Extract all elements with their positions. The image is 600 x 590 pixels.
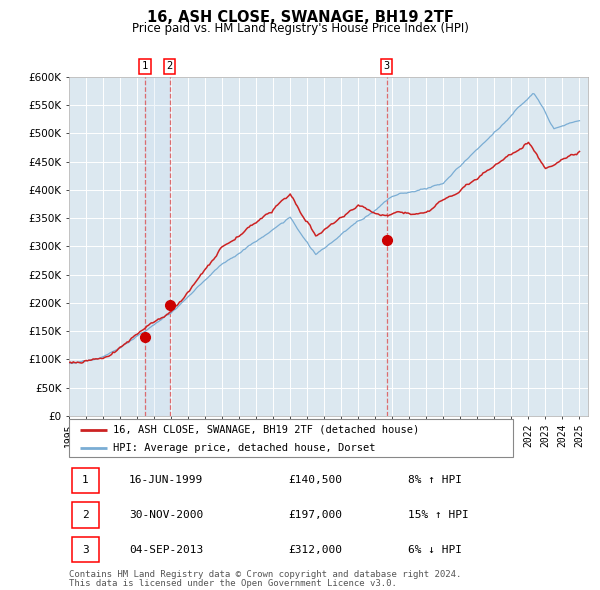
Text: 6% ↓ HPI: 6% ↓ HPI: [409, 545, 463, 555]
Text: 2: 2: [167, 61, 173, 71]
Text: 30-NOV-2000: 30-NOV-2000: [129, 510, 203, 520]
Bar: [145, 77, 170, 416]
Text: 2: 2: [82, 510, 89, 520]
Text: £140,500: £140,500: [288, 476, 342, 486]
FancyBboxPatch shape: [69, 419, 513, 457]
Text: 1: 1: [82, 476, 89, 486]
Text: This data is licensed under the Open Government Licence v3.0.: This data is licensed under the Open Gov…: [69, 579, 397, 588]
FancyBboxPatch shape: [71, 502, 99, 527]
Text: 16-JUN-1999: 16-JUN-1999: [129, 476, 203, 486]
Text: 3: 3: [383, 61, 390, 71]
FancyBboxPatch shape: [71, 468, 99, 493]
Text: Contains HM Land Registry data © Crown copyright and database right 2024.: Contains HM Land Registry data © Crown c…: [69, 570, 461, 579]
FancyBboxPatch shape: [71, 537, 99, 562]
Text: Price paid vs. HM Land Registry's House Price Index (HPI): Price paid vs. HM Land Registry's House …: [131, 22, 469, 35]
Text: 16, ASH CLOSE, SWANAGE, BH19 2TF (detached house): 16, ASH CLOSE, SWANAGE, BH19 2TF (detach…: [113, 425, 419, 435]
Text: 3: 3: [82, 545, 89, 555]
Text: 04-SEP-2013: 04-SEP-2013: [129, 545, 203, 555]
Text: HPI: Average price, detached house, Dorset: HPI: Average price, detached house, Dors…: [113, 442, 376, 453]
Text: 16, ASH CLOSE, SWANAGE, BH19 2TF: 16, ASH CLOSE, SWANAGE, BH19 2TF: [146, 10, 454, 25]
Text: 1: 1: [142, 61, 148, 71]
Text: £197,000: £197,000: [288, 510, 342, 520]
Text: £312,000: £312,000: [288, 545, 342, 555]
Text: 15% ↑ HPI: 15% ↑ HPI: [409, 510, 469, 520]
Text: 8% ↑ HPI: 8% ↑ HPI: [409, 476, 463, 486]
